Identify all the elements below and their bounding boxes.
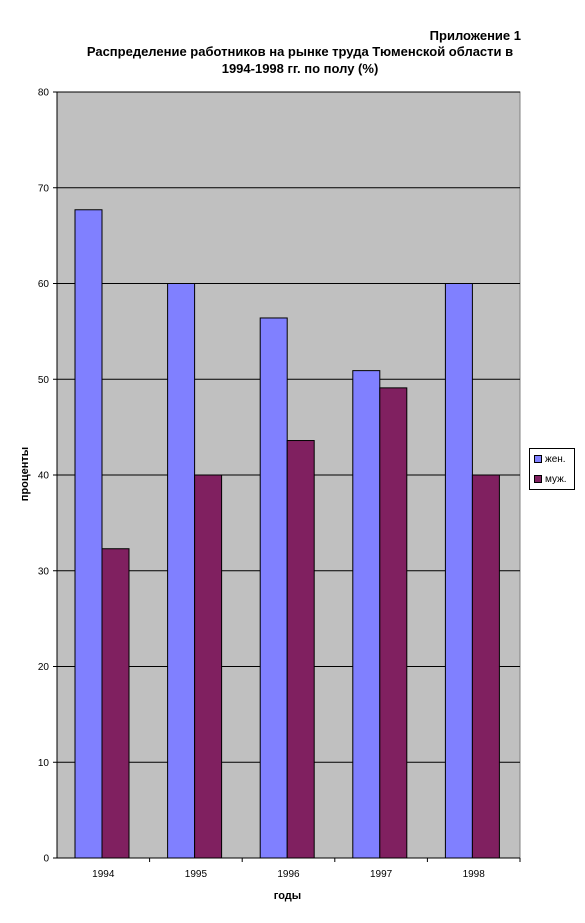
legend-swatch-women: [534, 455, 542, 463]
bar-men-1994: [101, 548, 130, 859]
x-axis-label: годы: [274, 890, 301, 902]
bar-men-1998: [471, 474, 500, 859]
y-tick-label-60: 60: [38, 279, 50, 290]
y-tick-label-40: 40: [38, 471, 50, 482]
chart-title-line-2: 1994-1998 гг. по полу (%): [221, 61, 379, 76]
bar-women-1996: [259, 317, 288, 859]
y-tick-label-20: 20: [38, 662, 50, 673]
bar-men-1995: [194, 474, 223, 859]
x-tick-label-1995: 1995: [185, 869, 208, 880]
bar-women-1994: [74, 209, 103, 859]
x-tick-label-1997: 1997: [370, 869, 393, 880]
y-tick-label-50: 50: [38, 375, 50, 386]
bar-men-1997: [379, 387, 408, 859]
y-tick-label-70: 70: [38, 183, 50, 194]
legend-item-women: жен.: [530, 449, 574, 469]
y-tick-label-0: 0: [43, 854, 49, 865]
bar-women-1995: [167, 283, 196, 859]
bar-women-1998: [444, 283, 473, 859]
x-tick-label-1996: 1996: [277, 869, 300, 880]
bar-men-1996: [286, 440, 315, 859]
y-tick-label-30: 30: [38, 566, 50, 577]
legend-item-men: муж.: [530, 469, 574, 489]
legend-label-men: муж.: [545, 473, 567, 485]
legend: жен. муж.: [529, 448, 575, 490]
chart-title-line-1: Распределение работников на рынке труда …: [86, 44, 514, 59]
legend-label-women: жен.: [545, 453, 566, 465]
x-tick-label-1998: 1998: [463, 869, 486, 880]
bar-women-1997: [352, 370, 381, 859]
y-tick-label-10: 10: [38, 758, 50, 769]
y-axis-label: проценты: [19, 447, 31, 501]
x-tick-label-1994: 1994: [92, 869, 115, 880]
chart-title: Распределение работников на рынке труда …: [50, 43, 550, 77]
legend-swatch-men: [534, 475, 542, 483]
y-tick-label-80: 80: [38, 88, 50, 99]
appendix-label: Приложение 1: [429, 28, 521, 43]
